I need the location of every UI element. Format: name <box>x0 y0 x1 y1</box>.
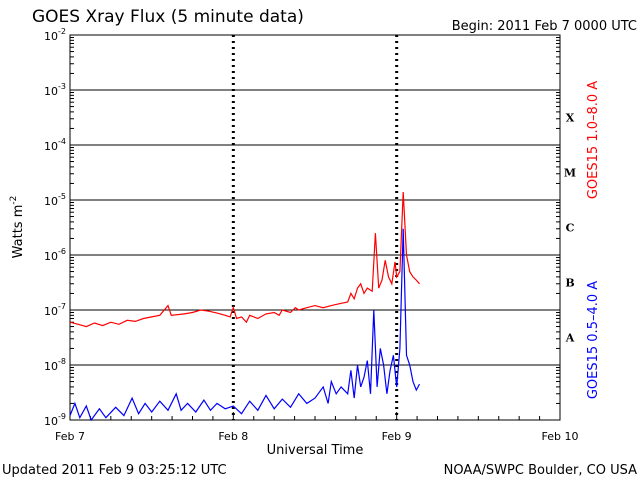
y-tick-exponent: -9 <box>58 412 66 421</box>
y-tick-label: 10-8 <box>44 357 560 373</box>
legend-short-wavelength: GOES15 0.5–4.0 A <box>586 281 601 399</box>
y-axis-ticks: 10-210-310-410-510-610-710-810-9 <box>44 27 560 428</box>
y-tick-base: 10 <box>44 360 58 373</box>
data-series <box>69 191 421 422</box>
y-axis-title-base: Watts m <box>11 205 26 259</box>
y-tick-base: 10 <box>44 305 58 318</box>
x-tick-label: Feb 7 <box>55 430 85 443</box>
y-tick-exponent: -4 <box>58 137 66 146</box>
legend: GOES15 1.0–8.0 A GOES15 0.5–4.0 A <box>586 81 601 399</box>
y-tick-base: 10 <box>44 250 58 263</box>
y-tick-base: 10 <box>44 85 58 98</box>
y-tick-label: 10-2 <box>44 27 560 43</box>
y-tick-text: 10-8 <box>44 357 66 373</box>
y-tick-label: 10-5 <box>44 192 560 208</box>
y-tick-text: 10-9 <box>44 412 66 428</box>
y-tick-label: 10-4 <box>44 137 560 153</box>
series-short-wavelength-line <box>69 228 421 422</box>
y-tick-text: 10-4 <box>44 137 66 153</box>
y-tick-exponent: -3 <box>58 82 66 91</box>
y-tick-exponent: -7 <box>58 302 66 311</box>
flare-class-labels: X M C B A <box>564 112 576 345</box>
y-tick-base: 10 <box>44 30 58 43</box>
y-tick-exponent: -8 <box>58 357 66 366</box>
y-tick-label: 10-6 <box>44 247 560 263</box>
updated-label: Updated 2011 Feb 9 03:25:12 UTC <box>2 463 227 478</box>
y-tick-text: 10-3 <box>44 82 66 98</box>
x-tick-label: Feb 10 <box>542 430 579 443</box>
flare-class-label: B <box>565 277 574 290</box>
flare-class-label: C <box>566 222 575 235</box>
y-tick-label: 10-3 <box>44 82 560 98</box>
legend-long-wavelength: GOES15 1.0–8.0 A <box>586 81 601 199</box>
y-axis-title: Watts m-2 <box>9 196 26 259</box>
y-tick-exponent: -2 <box>58 27 66 36</box>
y-tick-base: 10 <box>44 415 58 428</box>
y-tick-exponent: -5 <box>58 192 66 201</box>
credit-label: NOAA/SWPC Boulder, CO USA <box>444 463 637 478</box>
begin-time-label: Begin: 2011 Feb 7 0000 UTC <box>452 19 637 34</box>
flare-class-label: X <box>566 112 575 125</box>
series-long-wavelength-line <box>69 191 420 328</box>
chart-title: GOES Xray Flux (5 minute data) <box>32 7 304 27</box>
y-axis-title-exponent: -2 <box>9 196 19 205</box>
y-tick-base: 10 <box>44 195 58 208</box>
x-tick-label: Feb 8 <box>218 430 248 443</box>
x-axis-title: Universal Time <box>267 443 364 458</box>
y-tick-text: 10-2 <box>44 27 66 43</box>
y-tick-label: 10-7 <box>44 302 560 318</box>
plot-frame <box>69 34 561 421</box>
y-tick-text: 10-7 <box>44 302 66 318</box>
y-tick-base: 10 <box>44 140 58 153</box>
x-tick-label: Feb 9 <box>382 430 412 443</box>
y-tick-label: 10-9 <box>44 412 560 428</box>
day-dividers <box>231 35 399 420</box>
x-axis-ticks: Feb 7 Feb 8 Feb 9 Feb 10 <box>55 412 578 443</box>
y-tick-exponent: -6 <box>58 247 66 256</box>
y-tick-text: 10-5 <box>44 192 66 208</box>
flare-class-label: A <box>565 332 575 345</box>
gridlines <box>70 89 560 366</box>
flare-class-label: M <box>564 167 576 180</box>
y-tick-text: 10-6 <box>44 247 66 263</box>
